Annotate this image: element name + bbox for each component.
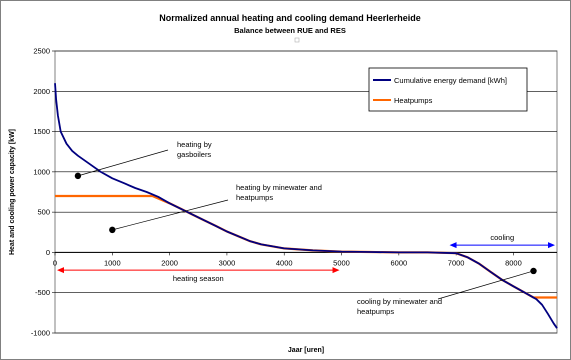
series-line-0 — [54, 83, 558, 329]
x-tick-label-0: 0 — [53, 258, 57, 267]
range-label-0: heating season — [173, 274, 224, 283]
y-tick-label-7: -1000 — [31, 329, 50, 338]
annotation-text-1-1: heatpumps — [236, 193, 273, 202]
y-tick-label-1: 2000 — [33, 87, 50, 96]
x-tick-label-3: 3000 — [219, 258, 236, 267]
annotation-dot-2 — [530, 267, 537, 275]
x-tick-label-6: 6000 — [390, 258, 407, 267]
y-tick-label-6: -500 — [35, 288, 50, 297]
annotation-leader-0 — [77, 149, 169, 177]
y-tick-label-2: 1500 — [33, 127, 50, 136]
range-arrow-left-0 — [57, 267, 64, 274]
y-tick-label-4: 500 — [37, 208, 50, 217]
y-axis-title: Heat and cooling power capacity [kW] — [9, 129, 16, 255]
title-marker — [294, 37, 300, 43]
x-tick-label-4: 4000 — [276, 258, 293, 267]
annotation-text-2-0: cooling by minewater and — [357, 297, 442, 306]
x-axis-title: Jaar [uren] — [288, 347, 324, 354]
y-tick-label-5: 0 — [46, 248, 50, 257]
x-tick-label-8: 8000 — [505, 258, 522, 267]
range-arrow-right-0 — [332, 267, 340, 274]
x-tick-label-2: 2000 — [161, 258, 178, 267]
legend-box — [368, 67, 528, 112]
annotation-text-1-0: heating by minewater and — [236, 183, 322, 192]
range-arrow-left-1 — [449, 242, 457, 249]
chart-title: Normalized annual heating and cooling de… — [159, 13, 421, 23]
x-tick-label-5: 5000 — [333, 258, 350, 267]
legend-label-0: Cumulative energy demand [kWh] — [394, 76, 507, 85]
annotation-leader-2 — [437, 270, 534, 300]
annotation-dot-0 — [74, 172, 82, 180]
annotation-leader-1 — [112, 199, 229, 231]
annotation-dot-1 — [109, 226, 116, 234]
chart-subtitle: Balance between RUE and RES — [234, 26, 346, 35]
x-tick-label-7: 7000 — [448, 258, 465, 267]
annotation-text-2-1: heatpumps — [357, 307, 394, 316]
range-label-1: cooling — [490, 233, 514, 242]
y-tick-label-0: 2500 — [33, 47, 50, 56]
range-arrow-right-1 — [548, 242, 555, 249]
y-tick-label-3: 1000 — [33, 167, 50, 176]
legend-label-1: Heatpumps — [394, 96, 433, 105]
x-tick-label-1: 1000 — [104, 258, 121, 267]
annotation-text-0-1: gasboilers — [177, 150, 211, 159]
annotation-text-0-0: heating by — [177, 140, 212, 149]
